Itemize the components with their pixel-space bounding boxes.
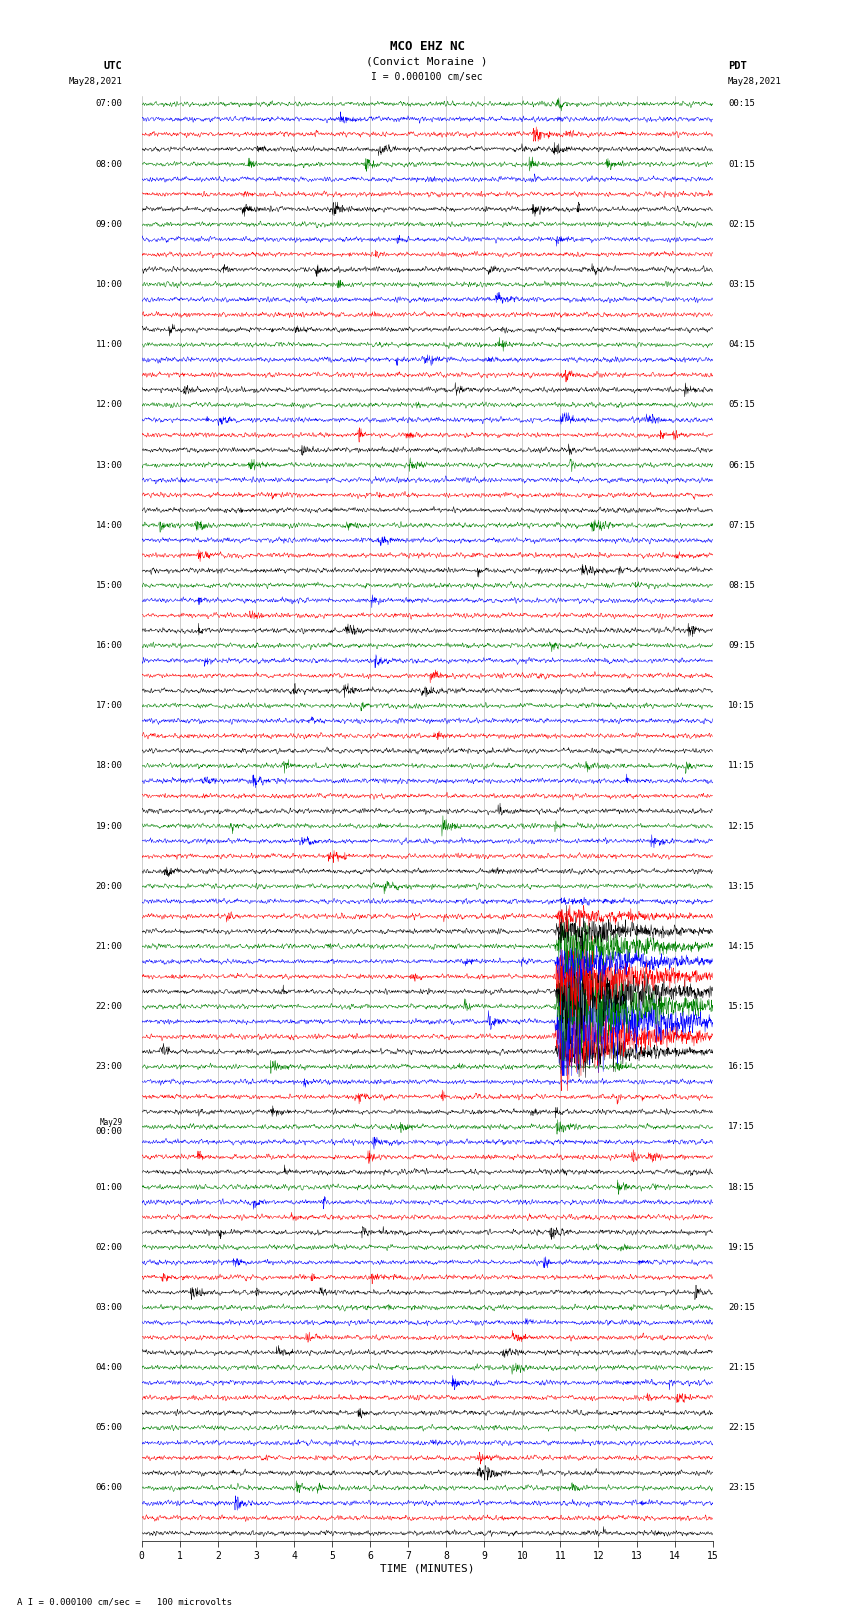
Text: 11:15: 11:15	[728, 761, 755, 771]
Text: 23:00: 23:00	[96, 1063, 122, 1071]
Text: 16:15: 16:15	[728, 1063, 755, 1071]
Text: 15:00: 15:00	[96, 581, 122, 590]
Text: 18:00: 18:00	[96, 761, 122, 771]
Text: 02:00: 02:00	[96, 1242, 122, 1252]
Text: 03:15: 03:15	[728, 281, 755, 289]
Text: 19:00: 19:00	[96, 821, 122, 831]
Text: 17:00: 17:00	[96, 702, 122, 710]
Text: 07:00: 07:00	[96, 100, 122, 108]
Text: 13:00: 13:00	[96, 461, 122, 469]
Text: 01:00: 01:00	[96, 1182, 122, 1192]
Text: May28,2021: May28,2021	[69, 77, 122, 85]
Text: A I = 0.000100 cm/sec =   100 microvolts: A I = 0.000100 cm/sec = 100 microvolts	[17, 1597, 232, 1607]
Text: 16:00: 16:00	[96, 640, 122, 650]
Text: 06:15: 06:15	[728, 461, 755, 469]
Text: 13:15: 13:15	[728, 882, 755, 890]
Text: May28,2021: May28,2021	[728, 77, 782, 85]
Text: 19:15: 19:15	[728, 1242, 755, 1252]
Text: MCO EHZ NC: MCO EHZ NC	[389, 40, 465, 53]
Text: 01:15: 01:15	[728, 160, 755, 169]
Text: 07:15: 07:15	[728, 521, 755, 529]
Text: 06:00: 06:00	[96, 1484, 122, 1492]
Text: 17:15: 17:15	[728, 1123, 755, 1131]
Text: PDT: PDT	[728, 61, 746, 71]
Text: 11:00: 11:00	[96, 340, 122, 348]
Text: (Convict Moraine ): (Convict Moraine )	[366, 56, 488, 66]
Text: 12:15: 12:15	[728, 821, 755, 831]
Text: 08:00: 08:00	[96, 160, 122, 169]
Text: 18:15: 18:15	[728, 1182, 755, 1192]
Text: 02:15: 02:15	[728, 219, 755, 229]
Text: 21:00: 21:00	[96, 942, 122, 952]
Text: 03:00: 03:00	[96, 1303, 122, 1311]
Text: 00:15: 00:15	[728, 100, 755, 108]
Text: 05:00: 05:00	[96, 1423, 122, 1432]
Text: 15:15: 15:15	[728, 1002, 755, 1011]
Text: 22:00: 22:00	[96, 1002, 122, 1011]
Text: 10:00: 10:00	[96, 281, 122, 289]
Text: 09:15: 09:15	[728, 640, 755, 650]
Text: 04:00: 04:00	[96, 1363, 122, 1373]
Text: UTC: UTC	[104, 61, 122, 71]
Text: 23:15: 23:15	[728, 1484, 755, 1492]
Text: 20:15: 20:15	[728, 1303, 755, 1311]
Text: 04:15: 04:15	[728, 340, 755, 348]
Text: 12:00: 12:00	[96, 400, 122, 410]
Text: 00:00: 00:00	[96, 1127, 122, 1136]
Text: 08:15: 08:15	[728, 581, 755, 590]
Text: 10:15: 10:15	[728, 702, 755, 710]
Text: 20:00: 20:00	[96, 882, 122, 890]
Text: 22:15: 22:15	[728, 1423, 755, 1432]
X-axis label: TIME (MINUTES): TIME (MINUTES)	[380, 1565, 474, 1574]
Text: 14:00: 14:00	[96, 521, 122, 529]
Text: May29: May29	[99, 1118, 122, 1127]
Text: 05:15: 05:15	[728, 400, 755, 410]
Text: 09:00: 09:00	[96, 219, 122, 229]
Text: I = 0.000100 cm/sec: I = 0.000100 cm/sec	[371, 73, 483, 82]
Text: 21:15: 21:15	[728, 1363, 755, 1373]
Text: 14:15: 14:15	[728, 942, 755, 952]
